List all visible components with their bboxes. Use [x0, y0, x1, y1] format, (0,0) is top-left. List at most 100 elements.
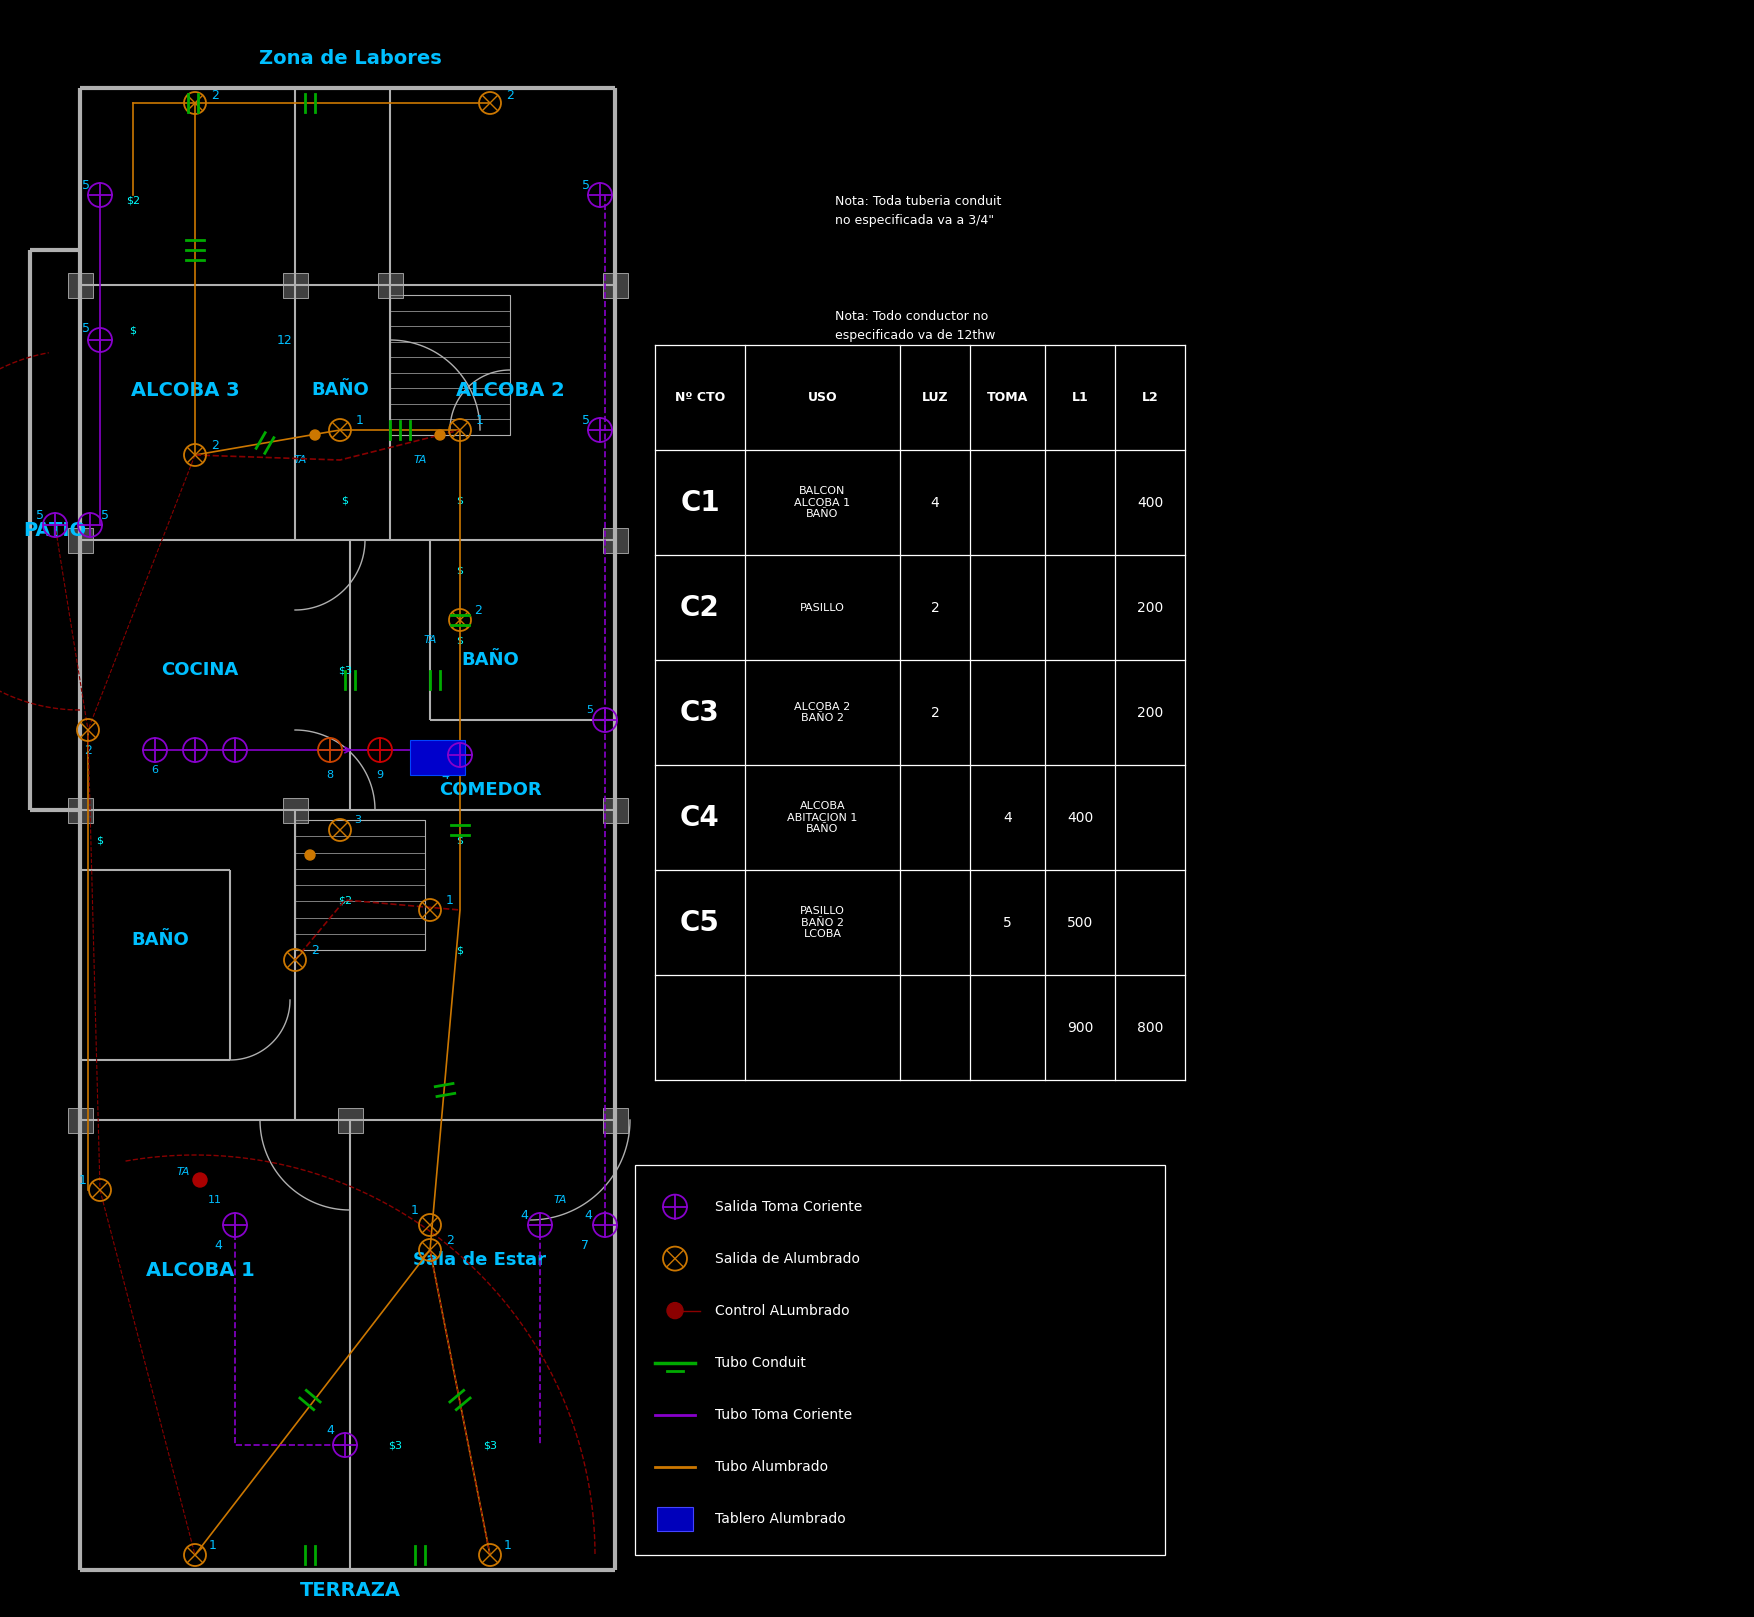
Text: 1: 1 — [475, 414, 484, 427]
Text: $2: $2 — [339, 894, 353, 906]
Text: $: $ — [96, 834, 103, 846]
Text: Control ALumbrado: Control ALumbrado — [716, 1303, 849, 1318]
Bar — [68, 1108, 93, 1134]
Text: 5: 5 — [1003, 915, 1012, 930]
Text: Salida de Alumbrado: Salida de Alumbrado — [716, 1252, 859, 1266]
Text: $: $ — [456, 564, 463, 576]
Text: $3: $3 — [339, 665, 353, 674]
Text: 200: 200 — [1137, 600, 1163, 614]
Text: $: $ — [456, 635, 463, 645]
Text: 2: 2 — [931, 705, 940, 720]
Text: ALCOBA
ABITACION 1
BAÑO: ALCOBA ABITACION 1 BAÑO — [788, 800, 858, 834]
Text: LUZ: LUZ — [921, 391, 949, 404]
Text: Sala de Estar: Sala de Estar — [414, 1252, 547, 1269]
Text: TOMA: TOMA — [988, 391, 1028, 404]
Text: 12: 12 — [277, 333, 293, 346]
Bar — [603, 1108, 628, 1134]
Text: 900: 900 — [1066, 1020, 1093, 1035]
Text: 1: 1 — [79, 1174, 88, 1187]
Text: 4: 4 — [1003, 810, 1012, 825]
Text: ALCOBA 2: ALCOBA 2 — [456, 380, 565, 399]
Text: 2: 2 — [210, 89, 219, 102]
Bar — [282, 273, 309, 298]
Text: 4: 4 — [584, 1208, 591, 1221]
Text: BALCON
ALCOBA 1
BAÑO: BALCON ALCOBA 1 BAÑO — [795, 485, 851, 519]
Circle shape — [193, 1172, 207, 1187]
Text: 5: 5 — [582, 414, 589, 427]
Text: Nota: Toda tuberia conduit
no especificada va a 3/4": Nota: Toda tuberia conduit no especifica… — [835, 196, 1002, 226]
Circle shape — [310, 430, 319, 440]
Text: 2: 2 — [507, 89, 514, 102]
Text: 4: 4 — [521, 1208, 528, 1221]
Text: 5: 5 — [586, 705, 593, 715]
Text: 9: 9 — [377, 770, 384, 779]
Text: 800: 800 — [1137, 1020, 1163, 1035]
Text: $: $ — [342, 495, 349, 505]
Bar — [282, 799, 309, 823]
Text: 11: 11 — [209, 1195, 223, 1205]
Text: 2: 2 — [446, 1234, 454, 1247]
Text: BAÑO: BAÑO — [132, 931, 189, 949]
Text: PASILLO
BAÑO 2
LCOBA: PASILLO BAÑO 2 LCOBA — [800, 906, 845, 939]
Bar — [658, 1507, 693, 1531]
Text: 7: 7 — [581, 1239, 589, 1252]
Text: 1: 1 — [209, 1538, 217, 1551]
Text: BAÑO: BAÑO — [461, 652, 519, 669]
Text: 2: 2 — [474, 603, 482, 616]
Text: Tubo Alumbrado: Tubo Alumbrado — [716, 1460, 828, 1473]
Text: $: $ — [456, 495, 463, 505]
Circle shape — [305, 851, 316, 860]
Text: C2: C2 — [681, 593, 719, 621]
Text: TA: TA — [414, 454, 426, 466]
Bar — [603, 529, 628, 553]
Text: C5: C5 — [681, 909, 719, 936]
Text: C1: C1 — [681, 488, 719, 516]
Text: C3: C3 — [681, 699, 719, 726]
Text: L2: L2 — [1142, 391, 1158, 404]
Text: 400: 400 — [1066, 810, 1093, 825]
Text: Salida Toma Coriente: Salida Toma Coriente — [716, 1200, 863, 1214]
Text: 2: 2 — [84, 744, 91, 757]
Bar — [68, 529, 93, 553]
Text: Zona de Labores: Zona de Labores — [258, 49, 442, 68]
Text: 5: 5 — [37, 508, 44, 522]
Bar — [379, 273, 403, 298]
Text: 8: 8 — [326, 770, 333, 779]
Text: 2: 2 — [310, 943, 319, 957]
Text: TERRAZA: TERRAZA — [300, 1580, 400, 1599]
Text: 4: 4 — [214, 1239, 223, 1252]
Text: BAÑO: BAÑO — [310, 382, 368, 399]
Bar — [410, 741, 465, 775]
Text: 4: 4 — [440, 768, 449, 781]
Text: TA: TA — [423, 750, 437, 760]
Circle shape — [435, 430, 446, 440]
Text: C4: C4 — [681, 804, 719, 831]
Text: Tablero Alumbrado: Tablero Alumbrado — [716, 1512, 845, 1525]
Text: 5: 5 — [82, 178, 89, 191]
Bar — [339, 1108, 363, 1134]
Text: 400: 400 — [1137, 495, 1163, 509]
Text: L1: L1 — [1072, 391, 1089, 404]
Text: COMEDOR: COMEDOR — [438, 781, 542, 799]
Text: $3: $3 — [482, 1441, 496, 1450]
Text: Nota: Todo conductor no
especificado va de 12thw: Nota: Todo conductor no especificado va … — [835, 310, 995, 343]
Text: Tubo Conduit: Tubo Conduit — [716, 1355, 805, 1370]
Text: $: $ — [130, 325, 137, 335]
Text: 500: 500 — [1066, 915, 1093, 930]
Text: 1: 1 — [446, 894, 454, 907]
Text: $: $ — [456, 944, 463, 956]
Text: USO: USO — [807, 391, 837, 404]
Circle shape — [667, 1303, 682, 1318]
Text: 5: 5 — [82, 322, 89, 335]
Text: ALCOBA 1: ALCOBA 1 — [146, 1261, 254, 1279]
Text: TA: TA — [293, 454, 307, 466]
Text: 2: 2 — [210, 438, 219, 451]
Text: COCINA: COCINA — [161, 661, 239, 679]
Text: 2: 2 — [931, 600, 940, 614]
Text: 6: 6 — [151, 765, 158, 775]
Text: ALCOBA 2
BAÑO 2: ALCOBA 2 BAÑO 2 — [795, 702, 851, 723]
Text: $3: $3 — [388, 1441, 402, 1450]
Text: 4: 4 — [326, 1423, 333, 1436]
Text: PASILLO: PASILLO — [800, 603, 845, 613]
Text: PATIO: PATIO — [23, 521, 86, 540]
